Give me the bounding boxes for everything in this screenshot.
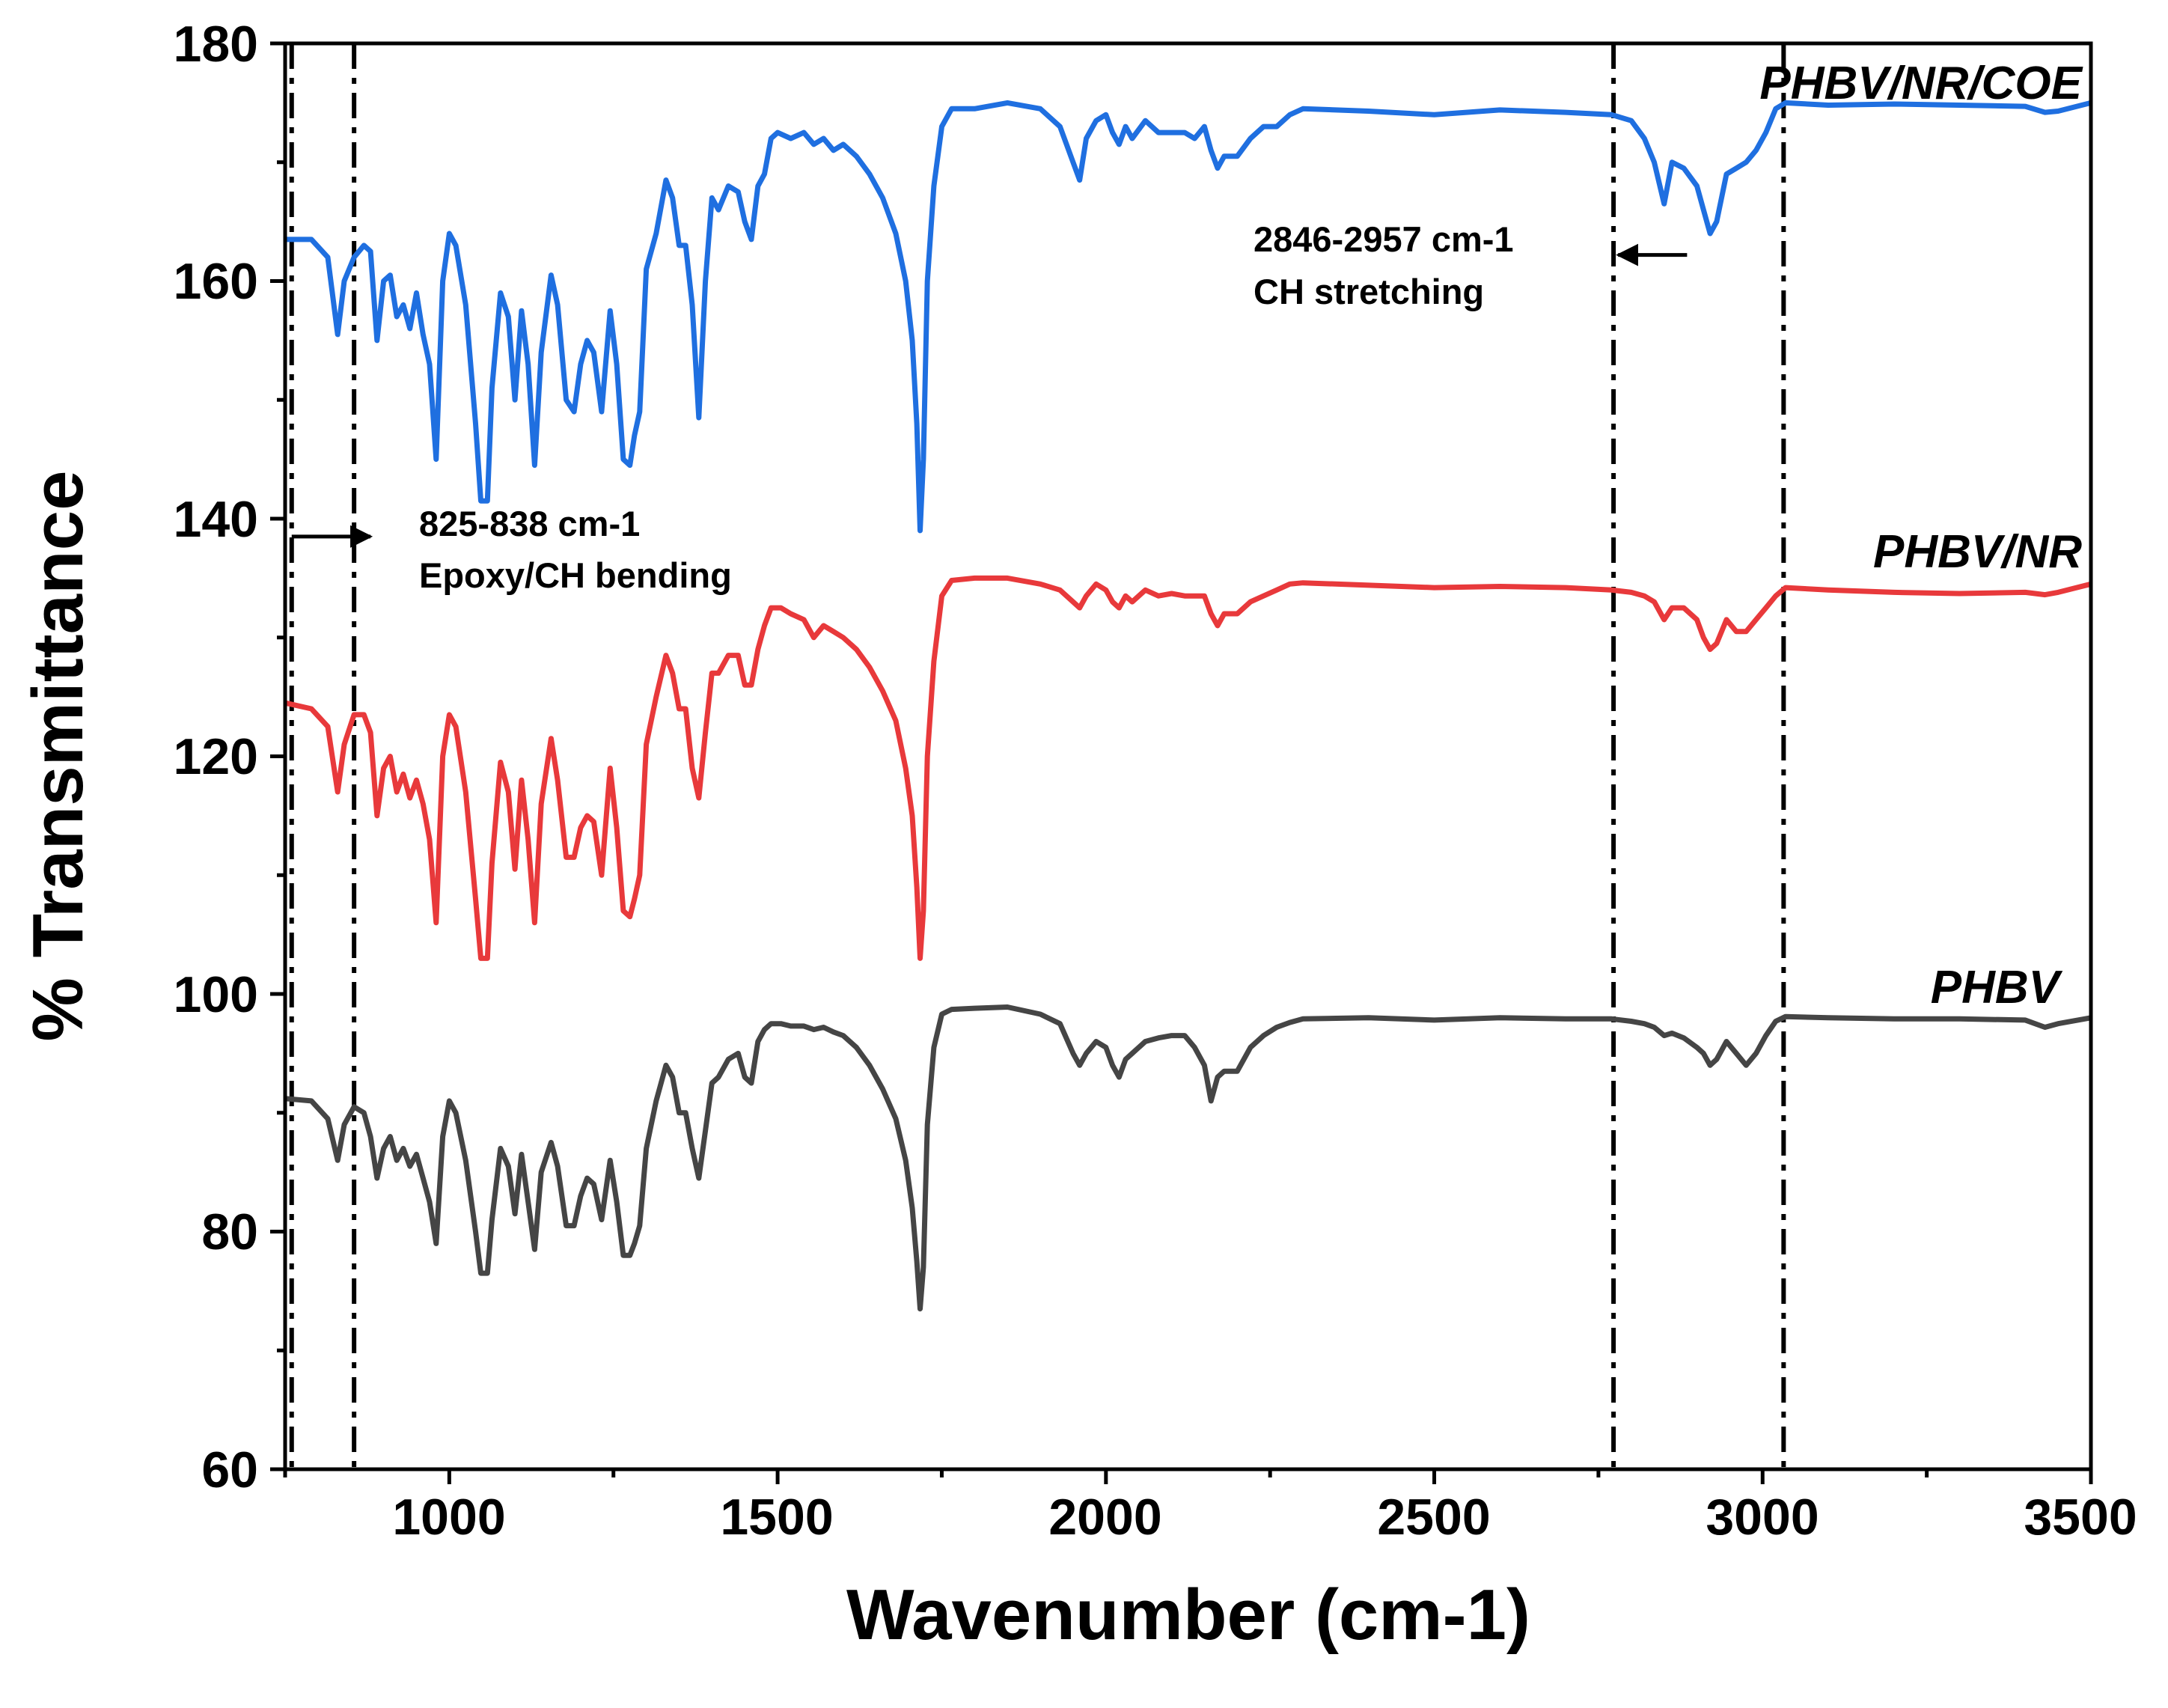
series-line-phbv-nr-coe [285,100,2092,534]
y-axis-title: % Transmittance [18,471,98,1042]
x-tick-label: 1500 [720,1489,833,1546]
series-label-phbv-nr-coe: PHBV/NR/COE [1759,58,2083,109]
series-line-phbv [284,1004,2092,1312]
annotation-text: 2846-2957 cm-1 [1254,219,1514,259]
axis-ticks [270,41,2093,1484]
x-tick-label: 1000 [392,1489,505,1546]
y-tick-label: 80 [201,1204,258,1260]
y-tick-labels: 60 80 100 120 140 160 180 [174,16,258,1498]
y-tick-label: 120 [174,728,258,785]
x-tick-label: 3500 [2024,1489,2137,1546]
series-label-phbv-nr: PHBV/NR [1873,526,2082,578]
series-label-phbv: PHBV [1931,962,2063,1013]
annotation-epoxy: 825-838 cm-1 Epoxy/CH bending [291,504,732,595]
x-tick-label: 2000 [1048,1489,1161,1546]
x-tick-labels: 1000 1500 2000 2500 3000 3500 [392,1489,2137,1546]
series-line-phbv-nr [284,575,2092,961]
y-tick-label: 160 [174,253,258,310]
y-tick-label: 100 [174,966,258,1023]
x-axis-title: Wavenumber (cm-1) [846,1575,1530,1655]
annotation-ch-stretching: 2846-2957 cm-1 CH stretching [1254,219,1688,311]
x-tick-label: 3000 [1706,1489,1819,1546]
series-group [284,100,2092,1312]
reference-lines [289,43,1786,1469]
y-tick-label: 140 [174,491,258,548]
y-tick-label: 180 [174,16,258,73]
y-tick-label: 60 [201,1442,258,1498]
annotation-text: 825-838 cm-1 [419,504,640,543]
annotation-text: CH stretching [1254,272,1484,311]
annotation-text: Epoxy/CH bending [419,555,732,595]
x-tick-label: 2500 [1377,1489,1490,1546]
